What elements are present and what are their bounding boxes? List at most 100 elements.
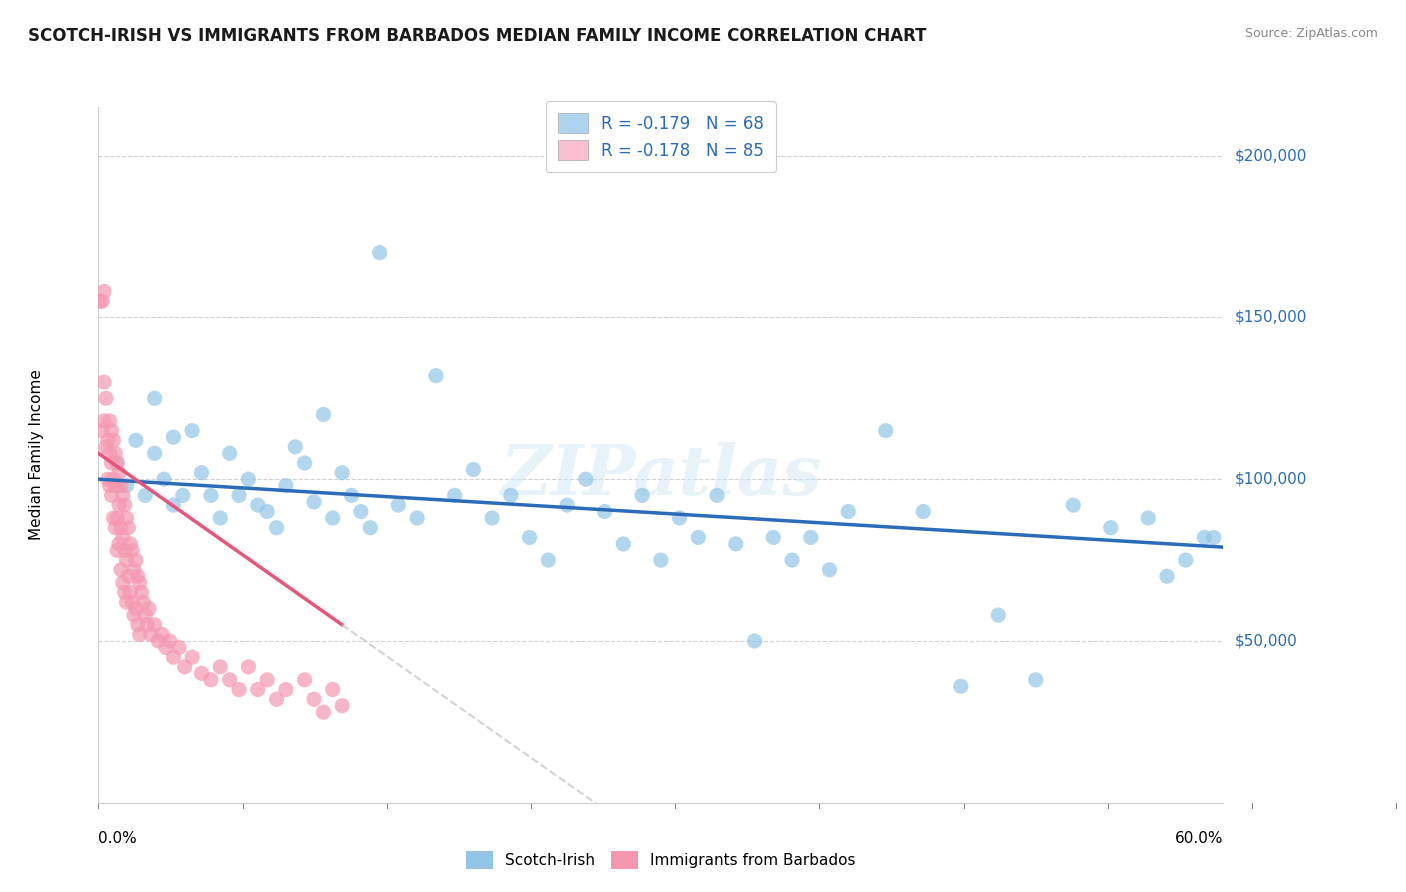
Point <box>1025 673 1047 687</box>
Point <box>172 488 194 502</box>
Point <box>93 414 115 428</box>
Point <box>200 488 222 502</box>
Point <box>150 627 173 641</box>
Point <box>800 531 823 545</box>
Legend: Scotch-Irish, Immigrants from Barbados: Scotch-Irish, Immigrants from Barbados <box>460 845 862 875</box>
Point <box>987 608 1010 623</box>
Point <box>162 430 184 444</box>
Point <box>330 466 353 480</box>
Text: $50,000: $50,000 <box>1234 633 1298 648</box>
Point <box>1137 511 1160 525</box>
Point <box>122 608 145 623</box>
Point <box>131 585 153 599</box>
Point <box>91 424 114 438</box>
Point <box>134 488 156 502</box>
Point <box>138 601 160 615</box>
Point <box>128 575 150 590</box>
Point <box>425 368 447 383</box>
Point <box>312 705 335 719</box>
Point <box>108 466 131 480</box>
Point <box>443 488 465 502</box>
Point <box>117 569 139 583</box>
Point <box>190 666 212 681</box>
Point <box>302 692 325 706</box>
Point <box>406 511 429 525</box>
Point <box>97 472 120 486</box>
Point <box>114 585 136 599</box>
Point <box>120 585 142 599</box>
Point <box>105 543 128 558</box>
Point <box>114 498 136 512</box>
Point <box>294 456 316 470</box>
Point <box>162 650 184 665</box>
Point <box>105 456 128 470</box>
Point <box>111 531 134 545</box>
Point <box>115 511 138 525</box>
Point <box>104 478 127 492</box>
Point <box>266 521 288 535</box>
Point <box>312 408 335 422</box>
Point <box>136 617 159 632</box>
Point <box>153 472 176 486</box>
Point <box>115 553 138 567</box>
Point <box>100 456 122 470</box>
Point <box>100 424 122 438</box>
Point <box>91 294 114 309</box>
Point <box>159 634 181 648</box>
Point <box>912 504 935 518</box>
Point <box>94 392 117 406</box>
Point <box>238 472 260 486</box>
Point <box>173 660 195 674</box>
Text: 0.0%: 0.0% <box>98 830 138 846</box>
Point <box>330 698 353 713</box>
Point <box>228 488 250 502</box>
Point <box>218 673 240 687</box>
Point <box>575 472 598 486</box>
Point <box>115 478 138 492</box>
Point <box>143 446 166 460</box>
Point <box>593 504 616 518</box>
Point <box>519 531 541 545</box>
Point <box>110 521 132 535</box>
Point <box>111 575 134 590</box>
Point <box>134 608 156 623</box>
Point <box>209 511 232 525</box>
Text: ZIPatlas: ZIPatlas <box>501 442 821 509</box>
Point <box>274 682 297 697</box>
Point <box>284 440 307 454</box>
Point <box>108 537 131 551</box>
Point <box>155 640 177 655</box>
Point <box>115 595 138 609</box>
Point <box>228 682 250 697</box>
Point <box>818 563 841 577</box>
Text: 60.0%: 60.0% <box>1175 830 1223 846</box>
Point <box>110 478 132 492</box>
Point <box>1202 531 1225 545</box>
Point <box>340 488 363 502</box>
Legend: R = -0.179   N = 68, R = -0.178   N = 85: R = -0.179 N = 68, R = -0.178 N = 85 <box>546 102 776 172</box>
Point <box>256 673 278 687</box>
Point <box>200 673 222 687</box>
Point <box>499 488 522 502</box>
Text: $150,000: $150,000 <box>1234 310 1306 325</box>
Point <box>121 595 143 609</box>
Point <box>110 563 132 577</box>
Point <box>631 488 654 502</box>
Point <box>98 478 121 492</box>
Point <box>238 660 260 674</box>
Text: SCOTCH-IRISH VS IMMIGRANTS FROM BARBADOS MEDIAN FAMILY INCOME CORRELATION CHART: SCOTCH-IRISH VS IMMIGRANTS FROM BARBADOS… <box>28 27 927 45</box>
Point <box>537 553 560 567</box>
Point <box>132 595 155 609</box>
Point <box>120 537 142 551</box>
Point <box>93 375 115 389</box>
Point <box>359 521 381 535</box>
Point <box>949 679 972 693</box>
Text: $100,000: $100,000 <box>1234 472 1306 487</box>
Point <box>105 478 128 492</box>
Point <box>104 521 127 535</box>
Point <box>266 692 288 706</box>
Point <box>322 682 344 697</box>
Point <box>322 511 344 525</box>
Point <box>104 446 127 460</box>
Point <box>94 440 117 454</box>
